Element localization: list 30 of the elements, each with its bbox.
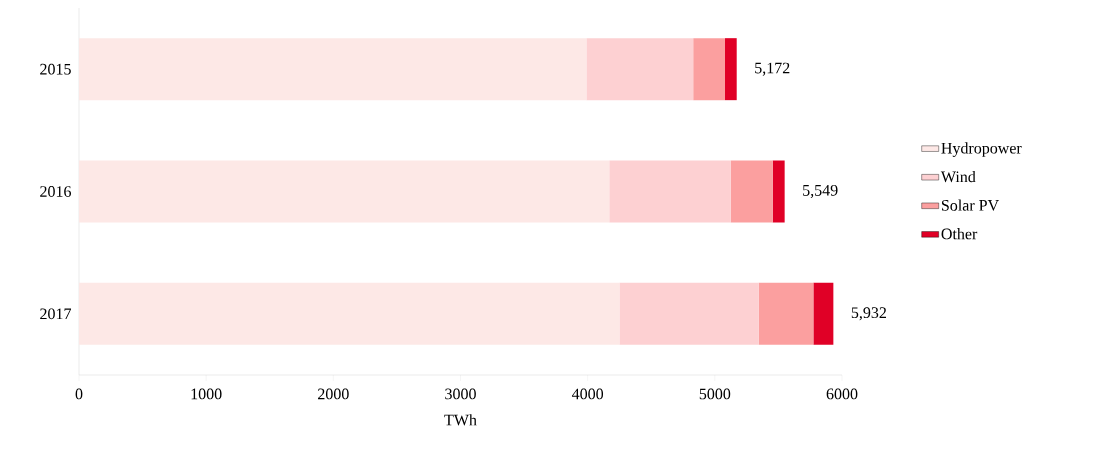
y-tick-label: 2017 bbox=[40, 308, 72, 320]
total-label: 5,932 bbox=[851, 307, 886, 321]
bar bbox=[619, 282, 759, 345]
bar bbox=[79, 160, 610, 223]
legend-label: Other bbox=[941, 228, 978, 240]
bar bbox=[79, 38, 587, 101]
x-tick-label: 2000 bbox=[318, 388, 349, 400]
legend-label: Solar PV bbox=[941, 199, 999, 211]
total-label: 5,549 bbox=[803, 184, 838, 199]
total-label: 5,172 bbox=[755, 62, 790, 76]
bar bbox=[586, 38, 694, 101]
x-tick-label: 5000 bbox=[699, 388, 731, 400]
bar bbox=[79, 282, 620, 345]
bar bbox=[772, 160, 785, 223]
legend-label: Hydropower bbox=[941, 142, 1022, 157]
x-tick-label: 4000 bbox=[571, 388, 604, 400]
legend-label: Wind bbox=[940, 170, 976, 183]
y-tick-label: 2015 bbox=[40, 63, 71, 75]
bar bbox=[609, 160, 731, 223]
bar bbox=[730, 160, 773, 223]
bar bbox=[693, 38, 726, 101]
bar bbox=[725, 38, 737, 101]
x-tick-label: 3000 bbox=[445, 388, 476, 400]
bar bbox=[813, 282, 834, 345]
x-tick-label: 1000 bbox=[191, 388, 222, 400]
y-tick-label: 2016 bbox=[40, 186, 72, 197]
x-tick-label: 0 bbox=[75, 388, 83, 400]
x-axis-title: TWh bbox=[444, 414, 477, 426]
x-tick-label: 6000 bbox=[826, 388, 858, 400]
bar bbox=[758, 282, 814, 345]
